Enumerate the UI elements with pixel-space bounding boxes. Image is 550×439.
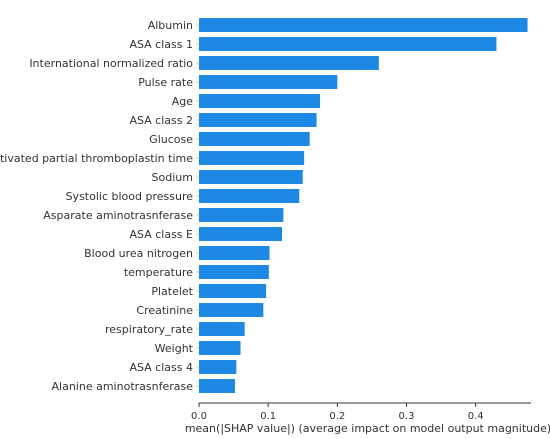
category-label-18: ASA class 4	[129, 361, 193, 374]
x-tick-label-4: 0.4	[468, 411, 484, 422]
bar-0	[199, 18, 528, 32]
category-label-1: ASA class 1	[129, 38, 193, 51]
bar-4	[199, 94, 321, 108]
bar-14	[199, 284, 267, 298]
bar-9	[199, 189, 300, 203]
bar-17	[199, 341, 241, 355]
bar-2	[199, 56, 379, 70]
bar-18	[199, 360, 237, 374]
bar-19	[199, 379, 235, 393]
category-label-5: ASA class 2	[129, 114, 193, 127]
category-label-12: Blood urea nitrogen	[84, 247, 193, 260]
category-label-0: Albumin	[148, 19, 193, 32]
category-label-4: Age	[172, 95, 194, 108]
bar-8	[199, 170, 303, 184]
category-label-10: Asparate aminotrasnferase	[43, 209, 193, 222]
category-label-7: Activated partial thromboplastin time	[0, 152, 193, 165]
category-label-11: ASA class E	[130, 228, 194, 241]
category-label-16: respiratory_rate	[105, 323, 193, 336]
category-label-13: temperature	[124, 266, 193, 279]
category-label-6: Glucose	[149, 133, 193, 146]
category-label-17: Weight	[155, 342, 194, 355]
x-tick-label-0: 0.0	[191, 411, 207, 422]
x-tick-label-1: 0.1	[260, 411, 276, 422]
category-label-9: Systolic blood pressure	[66, 190, 194, 203]
category-label-3: Pulse rate	[138, 76, 193, 89]
bar-7	[199, 151, 305, 165]
x-axis-label: mean(|SHAP value|) (average impact on mo…	[185, 422, 550, 435]
bar-1	[199, 37, 497, 51]
bar-10	[199, 208, 284, 222]
bar-5	[199, 113, 317, 127]
bar-13	[199, 265, 269, 279]
bars-group	[199, 18, 528, 393]
bar-15	[199, 303, 264, 317]
bar-3	[199, 75, 338, 89]
bar-16	[199, 322, 245, 336]
category-labels-group: Albumin ASA class 1 International normaliz…	[0, 19, 194, 393]
category-label-19: Alanine aminotrasnferase	[52, 380, 194, 393]
category-label-8: Sodium	[152, 171, 193, 184]
bar-12	[199, 246, 270, 260]
x-tick-label-3: 0.3	[399, 411, 415, 422]
y-ticks-group	[196, 24, 199, 387]
category-label-14: Platelet	[151, 285, 193, 298]
bar-6	[199, 132, 310, 146]
category-label-2: International normalized ratio	[29, 57, 193, 70]
category-label-15: Creatinine	[136, 304, 193, 317]
x-tick-label-2: 0.2	[329, 411, 345, 422]
x-ticks-group: 0.0 0.1 0.2 0.3 0.4	[191, 403, 484, 422]
bar-11	[199, 227, 282, 241]
